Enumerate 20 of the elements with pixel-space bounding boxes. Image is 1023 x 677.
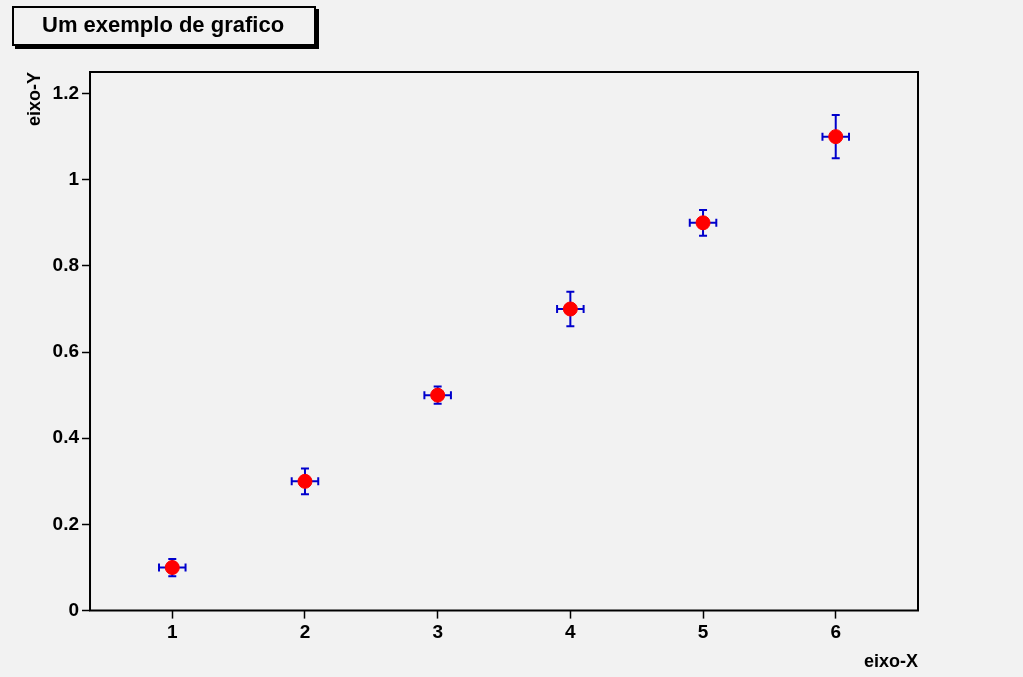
x-tick-label: 3 [432, 621, 443, 643]
x-tick-label: 6 [830, 621, 842, 643]
point [828, 129, 844, 145]
point [562, 301, 578, 317]
y-tick-label: 1 [68, 167, 80, 189]
y-tick-label: 0.4 [52, 426, 80, 448]
x-tick-label: 2 [299, 621, 311, 643]
y-tick-label: 0.6 [52, 340, 80, 362]
chart-title: Um exemplo de grafico [12, 6, 317, 46]
point [695, 215, 711, 231]
y-tick-label: 0 [68, 598, 80, 620]
y-tick-label: 0.2 [52, 512, 80, 534]
x-axis-title: eixo-X [863, 651, 918, 672]
y-axis-title: eixo-Y [23, 72, 44, 127]
x-tick-label: 5 [697, 621, 709, 643]
x-tick-label: 1 [166, 621, 178, 643]
point [297, 473, 313, 489]
y-tick-label: 0.8 [52, 254, 80, 276]
x-tick-label: 4 [565, 621, 577, 643]
y-tick-label: 1.2 [52, 81, 80, 103]
